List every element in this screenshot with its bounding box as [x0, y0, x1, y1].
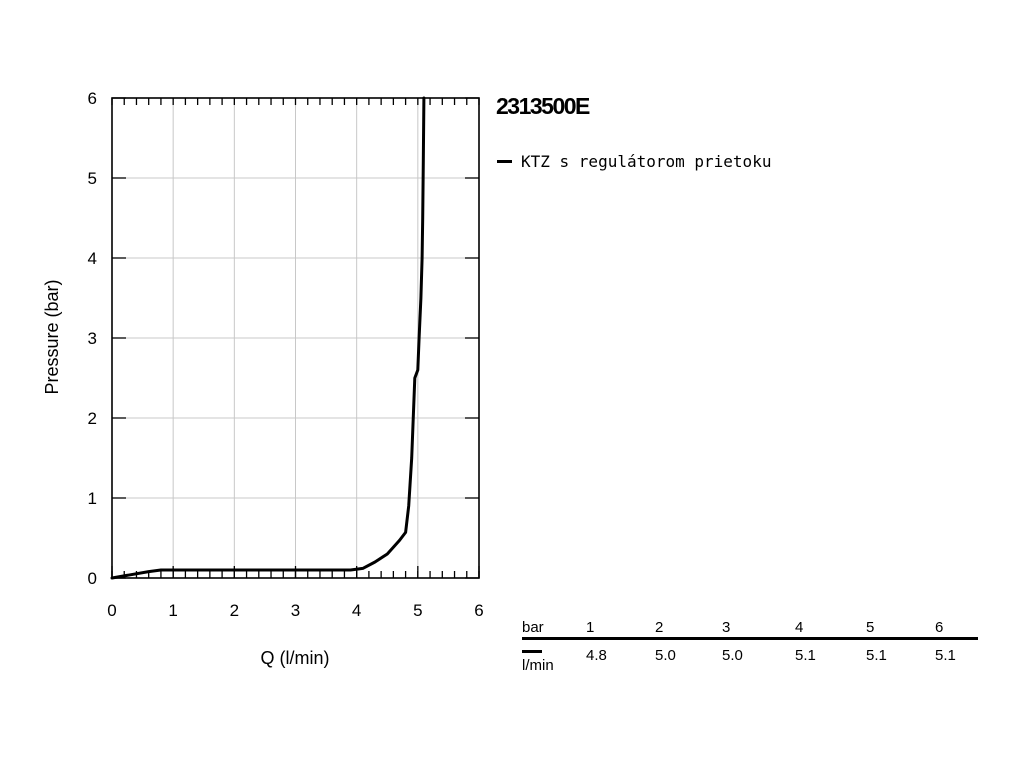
flow-table-separator	[522, 637, 978, 640]
major-ticks	[111, 97, 480, 579]
flow-cell: 4.8	[586, 647, 607, 664]
flow-cell: 5.0	[722, 647, 743, 664]
pressure-cell: 3	[722, 619, 731, 636]
series-line	[110, 96, 426, 580]
pressure-cell: 4	[795, 619, 804, 636]
flow-table: bar 1 2 3 4 5 6 4.8 5.0 5.0 5.1 5.1 5.1 …	[522, 617, 978, 674]
flow-cell: 5.0	[655, 647, 676, 664]
pressure-cell: 2	[655, 619, 664, 636]
flow-table-data-row: 4.8 5.0 5.0 5.1 5.1 5.1	[522, 640, 978, 664]
flow-table-header-row: bar 1 2 3 4 5 6	[522, 617, 978, 637]
flow-table-unit-block: l/min	[522, 650, 554, 674]
y-axis-title: Pressure (bar)	[42, 279, 62, 394]
pressure-cell: 5	[866, 619, 875, 636]
x-tick-labels: 0 1 2 3 4 5 6	[107, 601, 483, 620]
series-layer	[110, 96, 426, 580]
y-tick-label: 1	[88, 489, 97, 508]
x-tick-label: 1	[168, 601, 177, 620]
y-tick-label: 5	[88, 169, 97, 188]
legend-label: KTZ s regulátorom prietoku	[521, 152, 772, 171]
pressure-cell: 6	[935, 619, 944, 636]
flow-table-line-swatch	[522, 650, 542, 653]
y-tick-label: 2	[88, 409, 97, 428]
legend-line-swatch	[497, 160, 512, 163]
x-axis-title: Q (l/min)	[261, 648, 330, 668]
x-tick-label: 2	[230, 601, 239, 620]
flow-table-unit-label: l/min	[522, 657, 554, 674]
flow-cell: 5.1	[935, 647, 956, 664]
y-tick-label: 0	[88, 569, 97, 588]
legend: KTZ s regulátorom prietoku	[497, 152, 771, 171]
x-tick-label: 4	[352, 601, 361, 620]
y-tick-label: 3	[88, 329, 97, 348]
flow-cell: 5.1	[866, 647, 887, 664]
x-tick-label: 0	[107, 601, 116, 620]
y-tick-label: 4	[88, 249, 97, 268]
flow-table-header-label: bar	[522, 619, 544, 636]
flow-cell: 5.1	[795, 647, 816, 664]
x-tick-label: 3	[291, 601, 300, 620]
y-tick-labels: 0 1 2 3 4 5 6	[88, 89, 97, 588]
x-tick-label: 6	[474, 601, 483, 620]
chart-title: 2313500E	[496, 93, 590, 119]
y-tick-label: 6	[88, 89, 97, 108]
x-tick-label: 5	[413, 601, 422, 620]
pressure-cell: 1	[586, 619, 595, 636]
